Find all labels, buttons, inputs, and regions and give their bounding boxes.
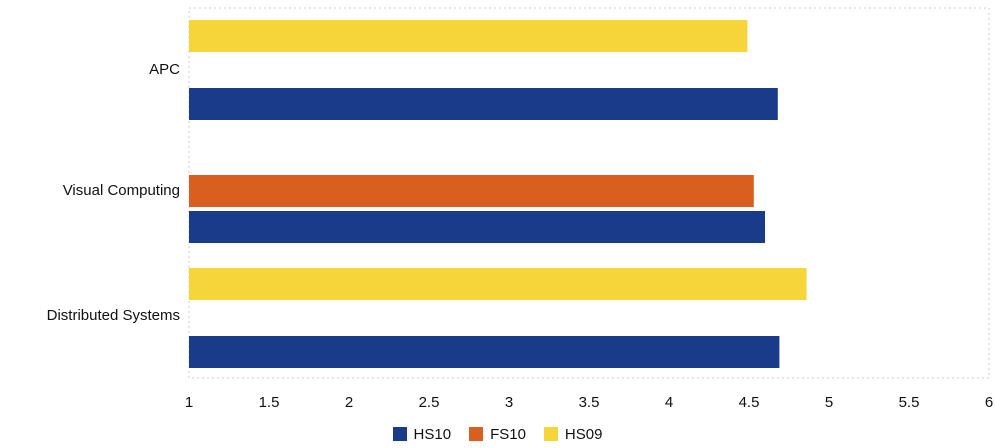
bar-fs10-visual-computing — [189, 175, 754, 207]
legend-swatch-fs10 — [469, 427, 484, 441]
legend-item-fs10: FS10 — [469, 426, 526, 443]
legend-item-hs09: HS09 — [543, 425, 603, 443]
legend-item-hs10: HS10 — [392, 425, 452, 443]
category-label-distributed-systems: Distributed Systems — [47, 307, 180, 324]
x-tick-label: 2.5 — [419, 394, 440, 411]
bar-hs10-visual-computing — [189, 211, 765, 243]
x-tick-label: 4.5 — [739, 394, 760, 411]
x-tick-label: 3 — [505, 394, 513, 411]
category-label-apc: APC — [149, 61, 180, 78]
bar-hs10-distributed-systems — [189, 336, 780, 368]
bar-hs10-apc — [189, 88, 778, 120]
legend-swatch-hs10 — [392, 427, 407, 441]
legend-swatch-hs09 — [543, 427, 558, 441]
category-label-visual-computing: Visual Computing — [63, 182, 180, 199]
x-tick-label: 6 — [985, 394, 993, 411]
category-labels: APC Visual Computing Distributed Systems — [47, 61, 181, 324]
x-tick-label: 4 — [665, 394, 673, 411]
x-tick-label: 5.5 — [899, 394, 920, 411]
legend-label-fs10: FS10 — [490, 425, 526, 443]
legend: HS10 FS10 HS09 — [0, 422, 995, 446]
legend-label-hs10: HS10 — [413, 425, 452, 443]
bar-hs09-distributed-systems — [189, 268, 807, 300]
x-tick-label: 2 — [345, 394, 353, 411]
bars-group — [189, 20, 807, 368]
bar-hs09-apc — [189, 20, 748, 52]
x-tick-label: 3.5 — [579, 394, 600, 411]
x-axis-ticks: 1 1.5 2 2.5 3 3.5 4 4.5 5 5.5 6 — [185, 394, 993, 411]
x-tick-label: 5 — [825, 394, 833, 411]
x-tick-label: 1 — [185, 394, 193, 411]
legend-label-hs09: HS09 — [564, 425, 603, 443]
x-tick-label: 1.5 — [259, 394, 280, 411]
